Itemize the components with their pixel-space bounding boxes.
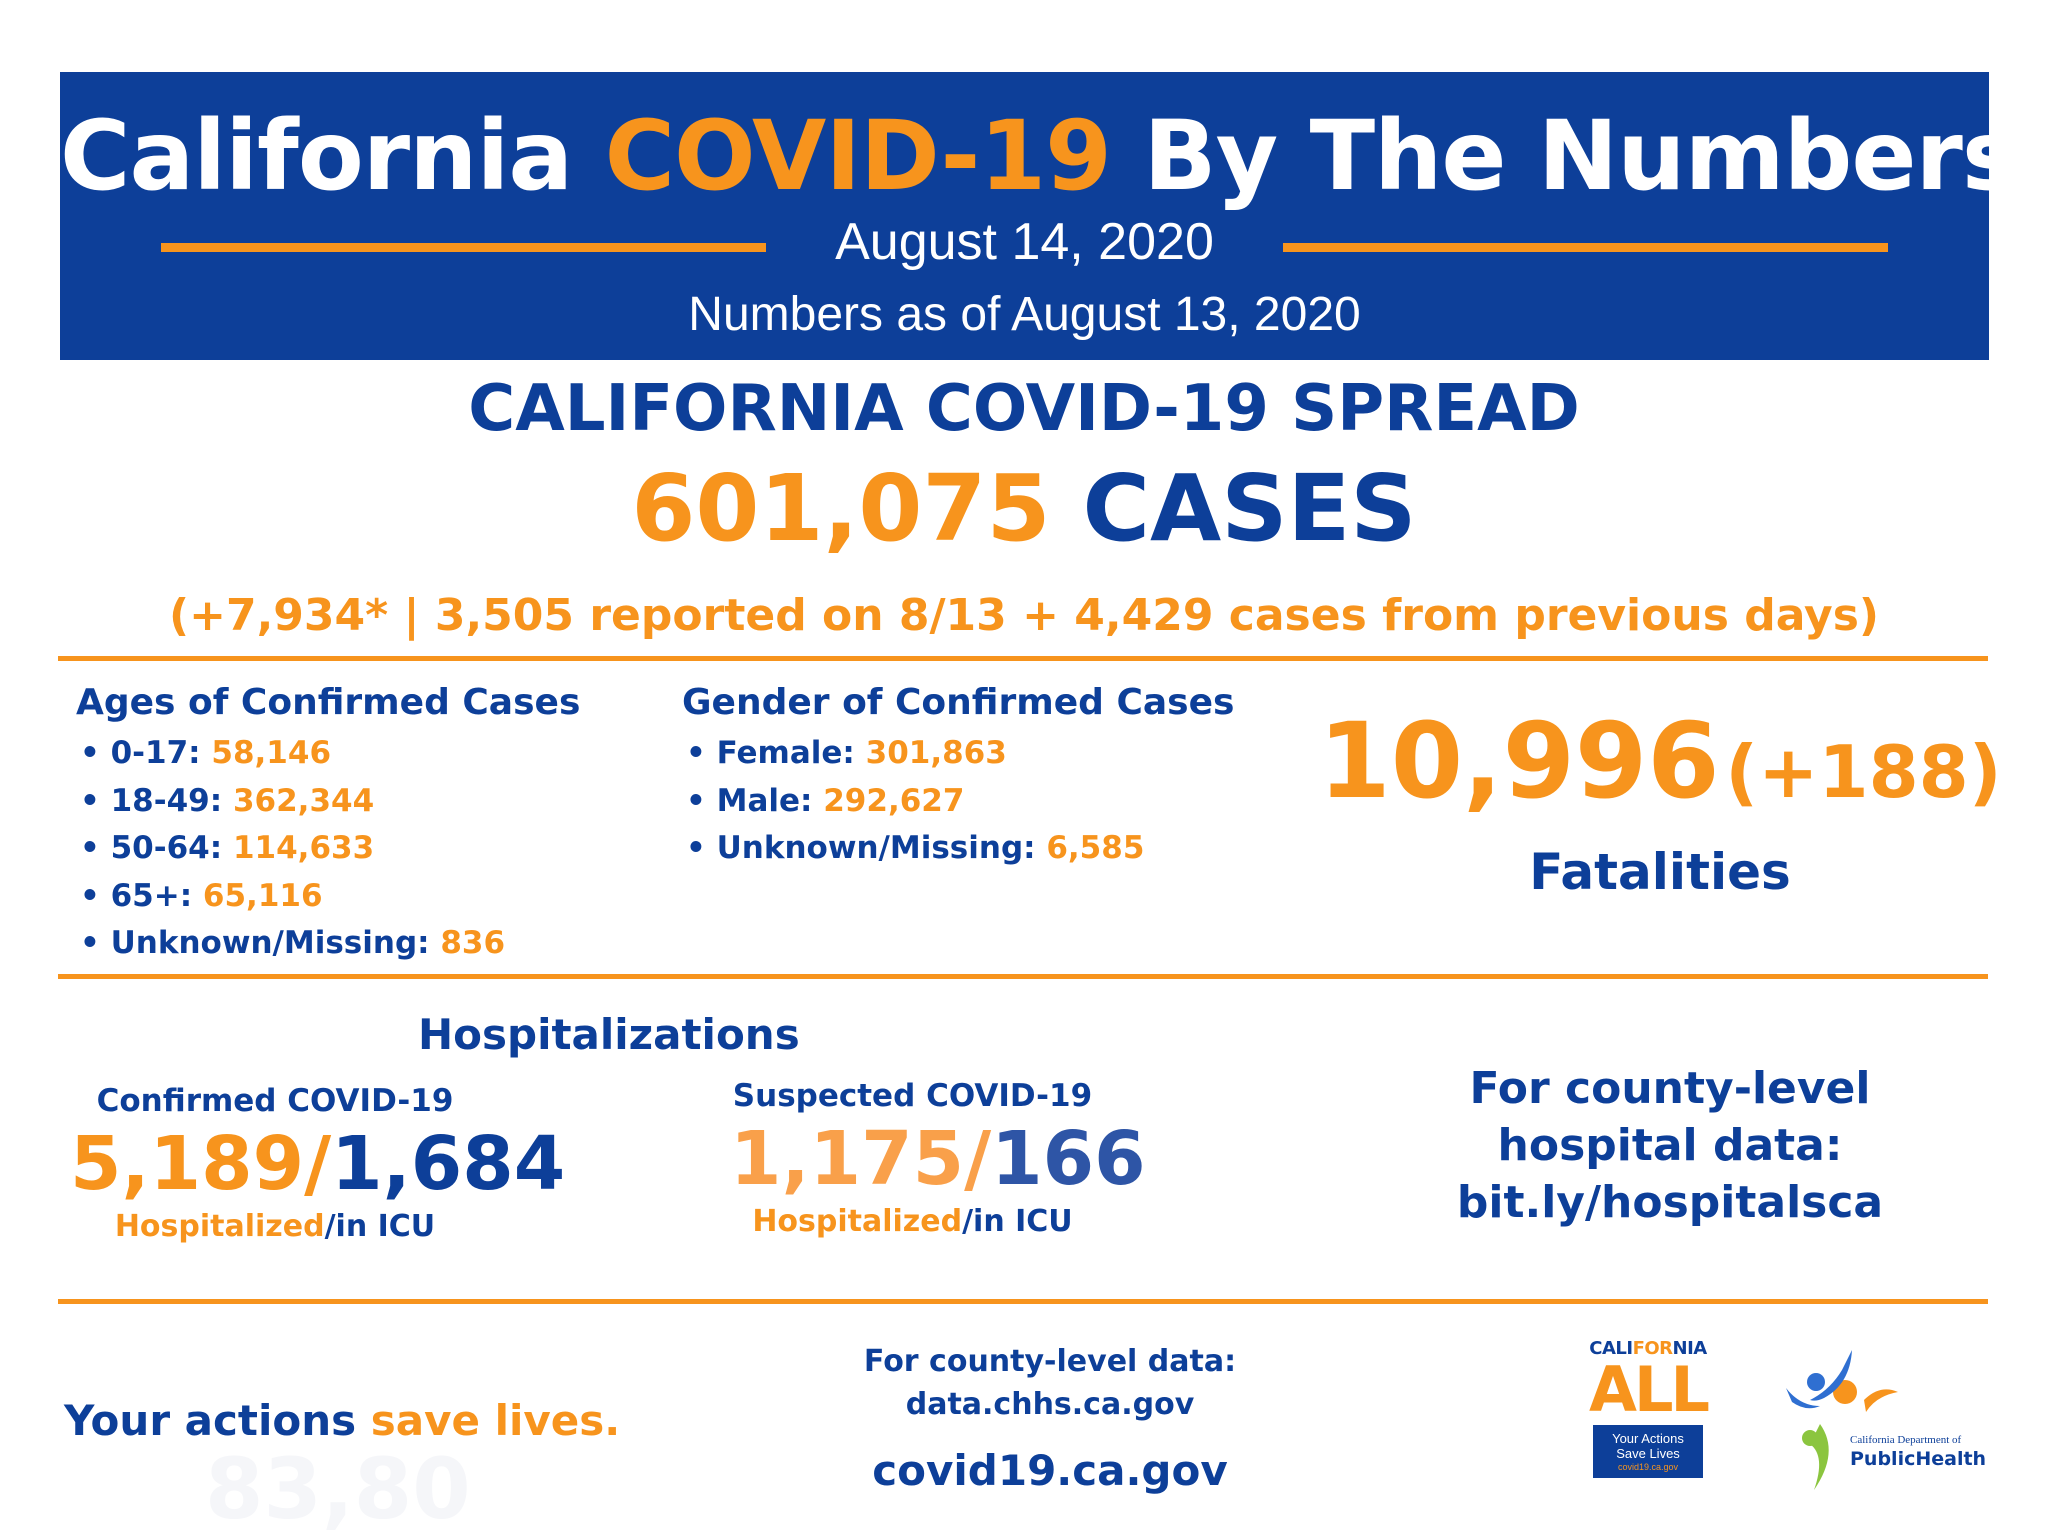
confirmed-caption: Hospitalized/in ICU [114, 1209, 436, 1244]
gender-list: • Female: 301,863 • Male: 292,627 • Unknow… [686, 730, 1144, 873]
header-banner: California COVID-19 By The Numbers Augus… [60, 72, 2019, 360]
county-data-info: For county-level data: data.chhs.ca.gov [820, 1340, 1280, 1426]
header-rule-left [161, 243, 766, 252]
age-group-item: • 0-17: 58,146 [80, 735, 332, 771]
data-as-of: Numbers as of August 13, 2020 [688, 288, 1361, 341]
fatalities-label: Fatalities [1529, 843, 1791, 901]
gender-group-item: • Unknown/Missing: 6,585 [686, 830, 1145, 866]
gender-group-item: • Male: 292,627 [686, 782, 965, 819]
ca-all-box: Your Actions Save Lives covid19.ca.gov [1593, 1425, 1703, 1478]
fatalities-change: (+188) [1725, 730, 2002, 814]
watermark-number: 83,80 [205, 1440, 471, 1538]
page-title: California COVID-19 By The Numbers [60, 100, 2019, 212]
confirmed-label: Confirmed COVID-19 [96, 1083, 454, 1119]
age-group-item: • Unknown/Missing: 836 [80, 925, 506, 961]
fatalities-figure: 10,996 (+188) [1300, 700, 2020, 822]
county-hospital-info: For county-level hospital data: bit.ly/h… [1420, 1060, 1920, 1231]
age-group-item: • 18-49: 362,344 [80, 782, 375, 819]
divider [58, 974, 1988, 979]
tagline: Your actions save lives. [64, 1396, 621, 1445]
cdph-figures-icon [1786, 1350, 1898, 1490]
gender-group-item: • Female: 301,863 [686, 735, 1007, 771]
hospitalizations-heading: Hospitalizations [418, 1010, 800, 1059]
divider [58, 656, 1988, 661]
total-cases: 601,075 CASES [0, 455, 2048, 562]
ages-heading: Ages of Confirmed Cases [76, 682, 581, 723]
county-data-link[interactable]: data.chhs.ca.gov [905, 1387, 1195, 1422]
suspected-label: Suspected COVID-19 [732, 1078, 1093, 1114]
divider [58, 1299, 1988, 1304]
new-cases-detail: (+7,934* | 3,505 reported on 8/13 + 4,42… [168, 590, 1880, 641]
report-date: August 14, 2020 [835, 213, 1214, 271]
hospital-data-link[interactable]: bit.ly/hospitalsca [1456, 1177, 1884, 1228]
ca-all-big-text: ALL [1589, 1353, 1710, 1426]
confirmed-block: Confirmed COVID-19 5,189/1,684 Hospitali… [70, 1083, 566, 1244]
california-all-logo: CALIFORNIA ALL Your Actions Save Lives c… [1586, 1338, 1710, 1478]
cdph-name-text: PublicHealth [1850, 1448, 1987, 1470]
covid-site-link[interactable]: covid19.ca.gov [872, 1446, 1228, 1495]
gender-heading: Gender of Confirmed Cases [682, 682, 1235, 723]
suspected-figures: 1,175/166 [730, 1116, 1146, 1202]
ages-list: • 0-17: 58,146 • 18-49: 362,344 • 50-64: 1… [80, 730, 505, 968]
age-group-item: • 50-64: 114,633 [80, 830, 375, 866]
spread-heading: CALIFORNIA COVID-19 SPREAD [468, 372, 1580, 446]
confirmed-figures: 5,189/1,684 [70, 1121, 566, 1207]
cases-word: CASES [1082, 455, 1417, 562]
cdph-dept-text: California Department of [1850, 1434, 1962, 1446]
header-rule-right [1283, 243, 1888, 252]
suspected-caption: Hospitalized/in ICU [752, 1204, 1073, 1239]
suspected-block: Suspected COVID-19 1,175/166 Hospitalize… [730, 1078, 1146, 1239]
age-group-item: • 65+: 65,116 [80, 877, 323, 914]
fatalities-number: 10,996 [1318, 700, 1720, 822]
ca-all-top-text: CALIFORNIA [1589, 1338, 1707, 1359]
cdph-logo: California Department of PublicHealth [1780, 1340, 2010, 1500]
cases-number: 601,075 [631, 455, 1051, 562]
